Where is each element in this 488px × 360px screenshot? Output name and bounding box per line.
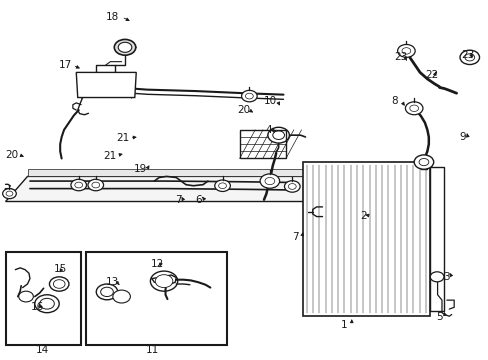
- Text: 6: 6: [195, 195, 202, 205]
- Text: 12: 12: [151, 259, 164, 269]
- Circle shape: [114, 40, 136, 55]
- Text: 10: 10: [264, 96, 277, 106]
- Circle shape: [459, 50, 479, 64]
- Circle shape: [409, 105, 418, 112]
- Circle shape: [6, 191, 13, 196]
- Text: 14: 14: [36, 345, 49, 355]
- Text: 5: 5: [435, 312, 442, 322]
- Circle shape: [2, 189, 16, 199]
- Circle shape: [71, 179, 86, 191]
- Text: 23: 23: [461, 50, 474, 60]
- Circle shape: [241, 90, 257, 102]
- Circle shape: [267, 127, 289, 143]
- Text: 19: 19: [133, 164, 146, 174]
- Polygon shape: [76, 72, 136, 98]
- Bar: [5, 252, 81, 345]
- Bar: [239, 130, 285, 158]
- Circle shape: [405, 102, 422, 115]
- Text: 17: 17: [59, 60, 72, 70]
- Bar: [303, 162, 429, 316]
- Circle shape: [19, 291, 33, 302]
- Circle shape: [113, 290, 130, 303]
- Text: 16: 16: [31, 302, 44, 312]
- Circle shape: [464, 54, 474, 61]
- Circle shape: [118, 42, 132, 52]
- Circle shape: [75, 182, 82, 188]
- Text: 22: 22: [424, 70, 437, 80]
- Polygon shape: [27, 169, 331, 176]
- Text: 20: 20: [5, 150, 19, 160]
- Bar: [86, 252, 227, 345]
- Text: 20: 20: [237, 105, 250, 115]
- Text: 2: 2: [360, 211, 366, 221]
- Circle shape: [214, 180, 230, 192]
- Circle shape: [264, 177, 274, 185]
- Circle shape: [272, 131, 284, 139]
- Circle shape: [418, 158, 428, 166]
- Circle shape: [260, 174, 279, 188]
- Text: 18: 18: [105, 12, 119, 22]
- Circle shape: [397, 44, 414, 57]
- Text: 21: 21: [117, 133, 130, 143]
- Circle shape: [288, 184, 296, 189]
- Text: 4: 4: [264, 125, 271, 135]
- Text: 23: 23: [394, 52, 407, 62]
- Text: 9: 9: [458, 132, 465, 142]
- Text: 8: 8: [390, 96, 397, 106]
- Circle shape: [401, 48, 410, 54]
- Text: 21: 21: [103, 150, 116, 161]
- Text: 3: 3: [443, 272, 449, 282]
- Text: 13: 13: [105, 277, 119, 287]
- Circle shape: [96, 284, 118, 300]
- Text: 7: 7: [292, 232, 298, 242]
- Text: 7: 7: [175, 195, 182, 206]
- Circle shape: [245, 93, 253, 99]
- Circle shape: [413, 155, 433, 169]
- Circle shape: [49, 277, 69, 291]
- Circle shape: [284, 181, 300, 192]
- Circle shape: [101, 287, 113, 297]
- Circle shape: [155, 275, 172, 288]
- Circle shape: [218, 183, 226, 189]
- Text: 15: 15: [53, 264, 66, 274]
- Circle shape: [92, 182, 100, 188]
- Circle shape: [429, 272, 443, 282]
- Circle shape: [35, 295, 59, 313]
- Text: 1: 1: [340, 320, 347, 330]
- Circle shape: [40, 298, 54, 309]
- Polygon shape: [5, 176, 331, 202]
- Text: 11: 11: [146, 345, 159, 355]
- Bar: [429, 167, 444, 311]
- Circle shape: [53, 280, 65, 288]
- Circle shape: [88, 179, 103, 191]
